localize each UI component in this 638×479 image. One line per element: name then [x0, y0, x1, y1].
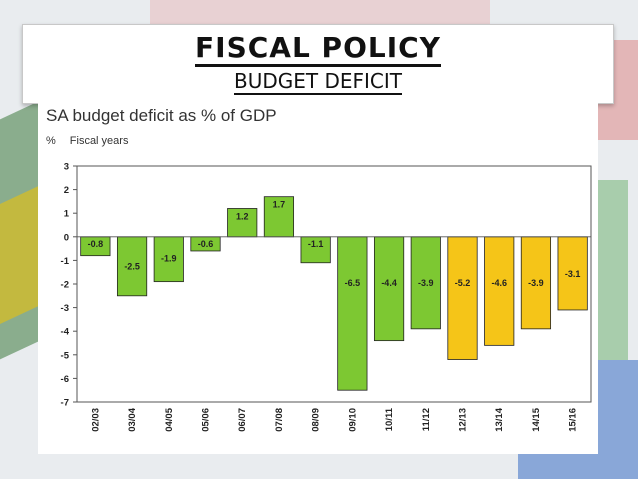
y-tick-label: 3	[64, 162, 69, 173]
bar	[116, 236, 148, 297]
x-tick-label: 10/11	[384, 407, 395, 431]
chart-title: SA budget deficit as % of GDP	[46, 106, 277, 125]
y-axis-unit: %	[46, 135, 56, 147]
bar-data-label: -6.5	[345, 278, 361, 288]
bar	[300, 236, 331, 264]
bar	[337, 236, 368, 391]
bar-chart: 3 2 1 0 -1 -2 -3 -4 -5 -6 -7 -0.8 02/03 -2.5 03/04 -1.9…	[61, 162, 592, 432]
chart-axis-caption: % Fiscal years	[46, 135, 128, 147]
bar	[410, 236, 441, 330]
bar-data-label: -2.5	[124, 261, 140, 271]
bar-data-label: -4.6	[491, 278, 507, 288]
bar	[263, 196, 295, 238]
x-tick-label: 14/15	[531, 407, 542, 431]
y-tick-label: -4	[61, 327, 70, 338]
bar-data-label: -0.8	[88, 239, 104, 249]
x-tick-label: 09/10	[347, 408, 358, 432]
y-tick-label: -1	[61, 256, 70, 267]
x-tick-label: 11/12	[421, 408, 432, 431]
y-tick-label: 1	[64, 209, 70, 220]
bar-data-label: -4.4	[381, 278, 397, 288]
x-tick-label: 04/05	[164, 407, 175, 431]
bar-data-label: -1.1	[308, 239, 324, 249]
y-tick-label: 0	[64, 232, 69, 243]
bar-data-label: -5.2	[455, 278, 471, 288]
bar	[373, 236, 405, 342]
x-tick-label: 06/07	[237, 408, 248, 432]
bar	[520, 236, 552, 330]
bar-data-label: -3.9	[418, 278, 434, 288]
x-tick-label: 13/14	[494, 407, 505, 431]
slide-title-box: FISCAL POLICY BUDGET DEFICIT	[22, 24, 614, 104]
bar	[153, 236, 184, 283]
bar-data-label: -3.9	[528, 278, 544, 288]
bar-data-label: -1.9	[161, 253, 177, 263]
x-tick-label: 08/09	[311, 408, 322, 432]
y-tick-label: -7	[61, 398, 69, 409]
chart-panel: SA budget deficit as % of GDP % Fiscal ye…	[38, 102, 598, 454]
x-tick-label: 05/06	[201, 408, 212, 432]
slide-title: FISCAL POLICY	[23, 31, 613, 67]
slide-subtitle: BUDGET DEFICIT	[234, 69, 402, 95]
y-tick-label: -2	[61, 280, 69, 291]
x-tick-label: 02/03	[90, 408, 101, 432]
y-tick-label: -6	[61, 374, 69, 385]
bar	[484, 236, 515, 346]
bar-data-label: -3.1	[565, 269, 581, 279]
x-tick-label: 15/16	[568, 408, 579, 432]
bar-data-label: -0.6	[198, 239, 214, 249]
bar-data-label: 1.2	[236, 211, 249, 221]
bar	[447, 236, 478, 360]
y-tick-label: -3	[61, 303, 69, 314]
x-axis-label: Fiscal years	[69, 135, 129, 147]
y-tick-label: 2	[64, 185, 69, 196]
x-tick-label: 03/04	[127, 407, 138, 431]
x-tick-label: 07/08	[274, 408, 285, 432]
x-tick-label: 12/13	[458, 408, 469, 432]
y-tick-label: -5	[61, 350, 70, 361]
bar-data-label: 1.7	[273, 200, 286, 210]
